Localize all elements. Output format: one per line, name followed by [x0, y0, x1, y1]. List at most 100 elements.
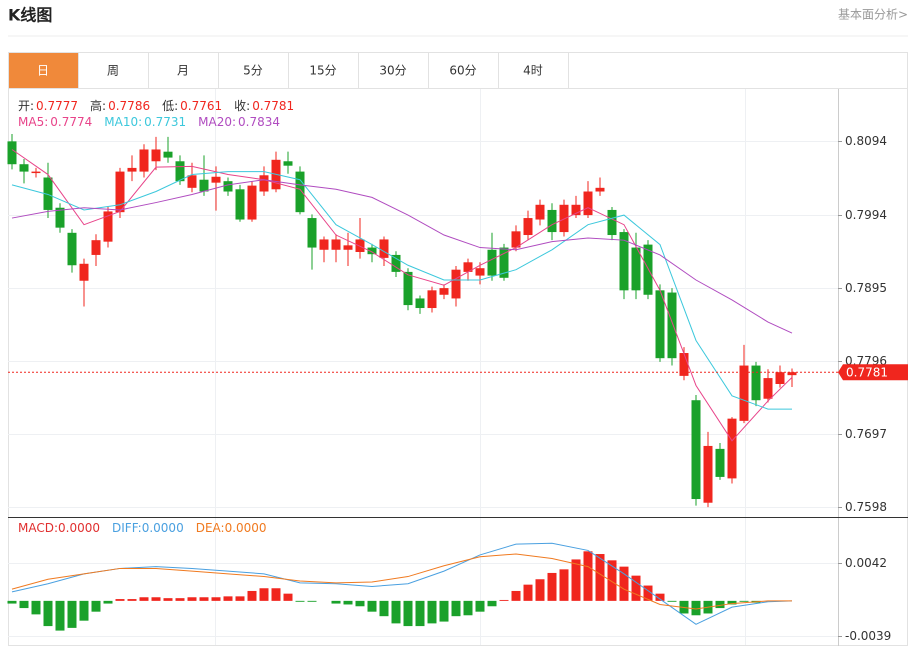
tab[interactable]	[428, 52, 499, 89]
candle-body	[259, 175, 269, 192]
tab[interactable]	[288, 52, 359, 89]
macd-bar	[295, 600, 305, 602]
ma-line	[11, 179, 793, 334]
macd-bar	[643, 585, 653, 601]
candle-body	[499, 247, 509, 278]
y-tick-label: 0.7697	[845, 427, 887, 441]
candle-body	[367, 247, 377, 255]
ma-line	[11, 171, 792, 410]
candle-body	[463, 262, 473, 272]
macd-bar	[43, 600, 53, 627]
candle-body	[547, 209, 557, 233]
last-price-label: 0.7781	[846, 366, 888, 380]
ma-item: MA20: 0.7834	[198, 115, 280, 129]
candle-body	[631, 247, 641, 291]
macd-legend: MACD:0.0000 DIFF:0.0000 DEA:0.0000	[18, 521, 267, 535]
tab[interactable]	[78, 52, 149, 89]
candle-body	[67, 232, 77, 266]
macd-bar	[403, 600, 413, 627]
quote-value: 0.7786	[108, 99, 151, 113]
macd-legend-item: DEA:0.0000	[195, 521, 267, 535]
candle-body	[475, 268, 485, 276]
tab-label[interactable]: 30分	[379, 64, 406, 78]
candle-body	[175, 161, 185, 182]
macd-bar	[559, 569, 569, 601]
ma-value: 0.7731	[144, 115, 187, 129]
macd-bar	[271, 588, 281, 601]
macd-bar	[163, 598, 173, 601]
candle-body	[535, 204, 545, 220]
macd-bar	[259, 588, 269, 601]
candle-body	[775, 372, 785, 384]
tab[interactable]	[218, 52, 289, 89]
candle-body	[187, 175, 197, 188]
ma-item: MA10: 0.7731	[104, 115, 186, 129]
candle-body	[223, 181, 233, 192]
macd-bar	[31, 600, 41, 615]
macd-bar	[235, 596, 245, 601]
macd-bar	[571, 559, 581, 601]
macd-bar	[151, 597, 161, 601]
tab-label[interactable]: 4时	[523, 64, 543, 78]
macd-bar	[19, 600, 29, 609]
macd-bar	[91, 600, 101, 612]
macd-bar	[691, 600, 701, 616]
macd-bar	[511, 590, 521, 601]
candle-body	[739, 365, 749, 421]
tab-label[interactable]: 15分	[309, 64, 336, 78]
macd-bar	[211, 597, 221, 601]
tab-label[interactable]: 月	[177, 64, 189, 78]
tab[interactable]	[148, 52, 219, 89]
candle-body	[451, 269, 461, 299]
macd-bar	[415, 600, 425, 627]
candle-body	[31, 171, 41, 174]
macd-bar	[583, 551, 593, 601]
candle-body	[511, 231, 521, 248]
ma-legend: MA5: 0.7774 MA10: 0.7731 MA20: 0.7834	[18, 115, 280, 129]
ma-name: MA20:	[198, 115, 236, 129]
candle-body	[163, 151, 173, 158]
ma-line	[11, 149, 793, 442]
candle-body	[331, 239, 341, 250]
candle-body	[283, 161, 293, 166]
candle-body	[295, 171, 305, 213]
candle-body	[355, 239, 365, 252]
tab-label[interactable]: 周	[107, 64, 119, 78]
candle-body	[523, 218, 533, 236]
macd-bar	[367, 600, 377, 612]
macd-bar	[355, 600, 365, 607]
quote-item: 开: 0.7777	[18, 97, 78, 114]
tab[interactable]	[8, 52, 79, 89]
tab[interactable]	[498, 52, 569, 89]
ma-value: 0.7774	[50, 115, 93, 129]
candle-body	[571, 204, 581, 216]
candle-body	[595, 187, 605, 192]
candle-body	[727, 418, 737, 479]
candle-body	[403, 271, 413, 306]
candle-body	[667, 292, 677, 359]
macd-bar	[391, 600, 401, 624]
candle-body	[583, 191, 593, 216]
quote-value: 0.7777	[36, 99, 79, 113]
candle-body	[139, 149, 149, 172]
macd-bar	[739, 600, 749, 602]
macd-bar	[7, 600, 17, 604]
candle-body	[787, 372, 797, 376]
tab-label[interactable]: 5分	[243, 64, 263, 78]
macd-bar	[247, 590, 257, 601]
tab-label[interactable]: 60分	[449, 64, 476, 78]
macd-bar	[55, 600, 65, 631]
macd-bar	[379, 600, 389, 617]
analysis-link[interactable]: 基本面分析>	[838, 8, 908, 22]
candle-body	[151, 149, 161, 162]
macd-bar	[127, 599, 137, 601]
tab-label[interactable]: 日	[37, 64, 49, 78]
macd-bar	[451, 600, 461, 617]
tab[interactable]	[358, 52, 429, 89]
quote-item: 高: 0.7786	[90, 97, 150, 114]
macd-bar	[655, 593, 665, 601]
macd-bar	[283, 593, 293, 601]
candle-body	[319, 239, 329, 250]
macd-bar	[487, 600, 497, 607]
